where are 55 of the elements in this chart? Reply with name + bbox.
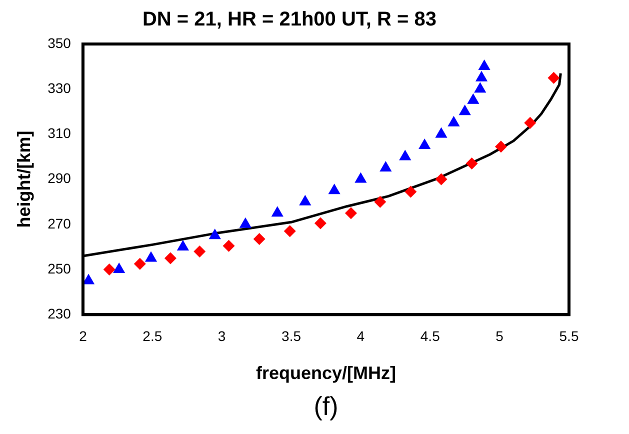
point — [134, 258, 146, 270]
y-tick-label: 270 — [48, 215, 72, 232]
point — [208, 228, 221, 240]
point — [524, 116, 536, 129]
point — [474, 82, 486, 93]
point — [475, 70, 488, 82]
y-tick-label: 250 — [48, 260, 72, 276]
point — [194, 245, 206, 258]
point — [113, 262, 126, 273]
point — [458, 104, 471, 116]
point — [404, 186, 417, 198]
point — [284, 225, 296, 238]
point — [253, 233, 266, 246]
text: (f) — [314, 391, 338, 422]
x-tick-label: 3.5 — [282, 328, 302, 344]
point — [314, 217, 326, 230]
x-tick-label: 5.5 — [559, 328, 579, 344]
point — [374, 196, 386, 208]
point — [380, 161, 392, 172]
point — [176, 240, 190, 250]
point — [164, 252, 176, 264]
point — [344, 207, 357, 220]
y-tick-label: 230 — [48, 305, 72, 322]
point — [354, 172, 367, 183]
point — [222, 240, 235, 252]
y-tick-label: 290 — [48, 170, 72, 186]
x-tick-label: 3 — [218, 328, 226, 344]
point — [435, 173, 448, 186]
y-tick-label: 310 — [48, 125, 72, 142]
point — [328, 184, 340, 194]
point — [466, 158, 478, 170]
point — [418, 138, 431, 149]
point — [548, 72, 560, 84]
point — [467, 93, 480, 104]
y-axis-title: height/[km] — [14, 130, 34, 228]
x-axis-title: frequency/[MHz] — [256, 363, 396, 384]
y-tick-label: 330 — [48, 80, 72, 96]
point — [448, 116, 460, 126]
point — [271, 206, 284, 217]
x-tick-label: 4.5 — [420, 328, 440, 344]
x-tick-label: 2 — [79, 328, 88, 344]
point — [82, 274, 95, 284]
x-tick-label: 5 — [496, 328, 504, 344]
point — [103, 264, 116, 276]
point — [494, 140, 507, 153]
point — [435, 127, 448, 138]
point — [144, 251, 158, 262]
point — [478, 60, 490, 70]
point — [239, 217, 252, 228]
x-tick-label: 4 — [356, 328, 365, 344]
point — [299, 194, 312, 206]
chart-title: DN = 21, HR = 21h00 UT, R = 83 — [142, 8, 437, 31]
x-tick-label: 2.5 — [142, 328, 162, 344]
y-tick-label: 350 — [48, 34, 72, 51]
point — [399, 150, 412, 160]
